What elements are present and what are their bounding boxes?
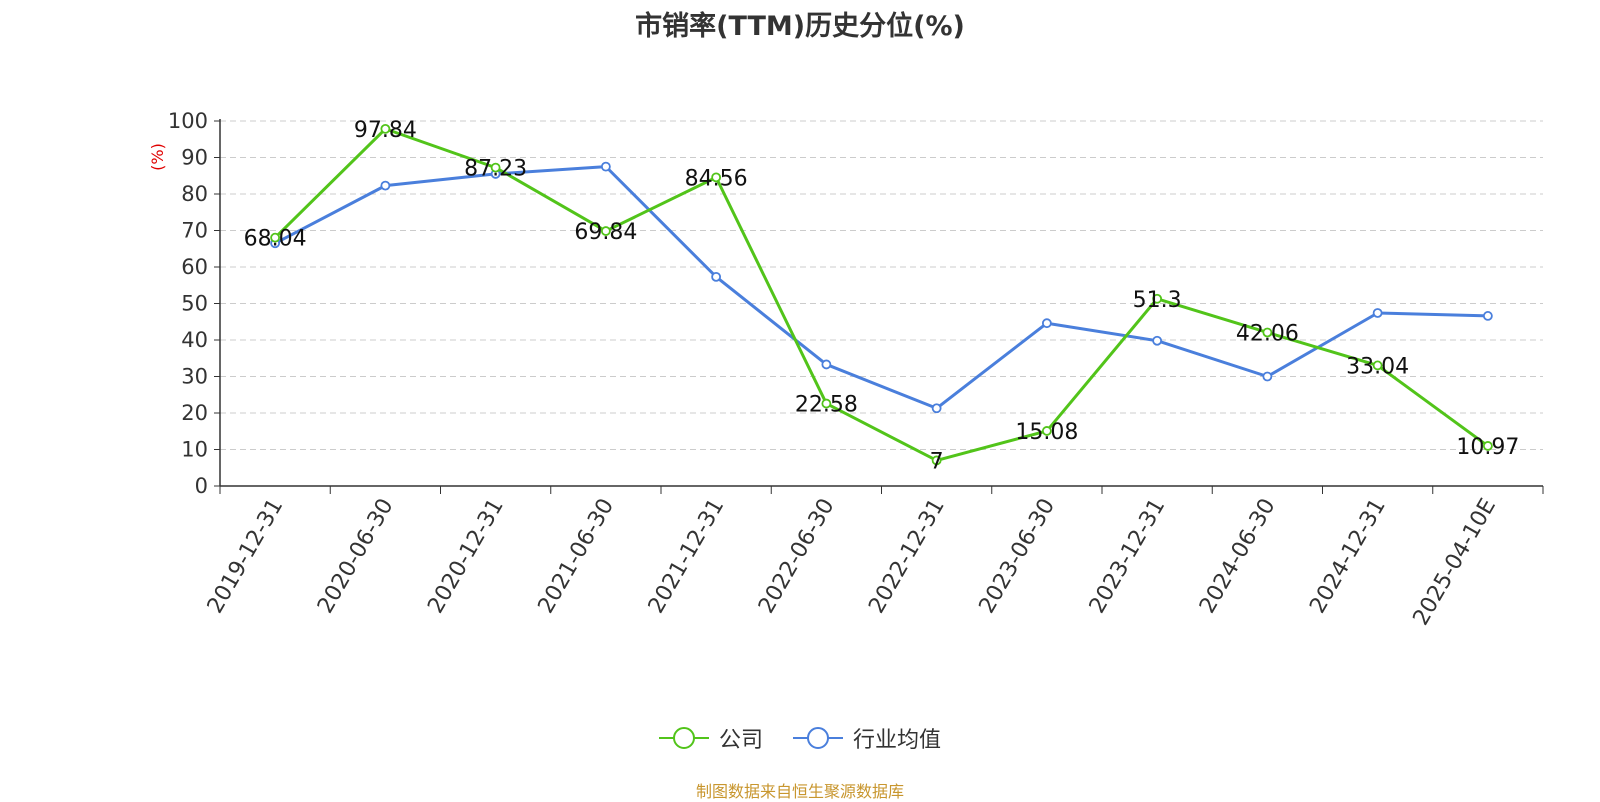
data-point-company bbox=[270, 232, 281, 243]
data-point-industry-average bbox=[1372, 308, 1383, 318]
y-tick-label: 30 bbox=[181, 365, 208, 389]
data-point-company bbox=[600, 226, 611, 236]
data-point-industry-average bbox=[1262, 371, 1273, 382]
data-label: 7 bbox=[930, 449, 944, 474]
data-point-industry-average bbox=[931, 403, 942, 414]
x-tick-label: 2021-12-31 bbox=[644, 495, 730, 618]
x-tick-label: 2023-06-30 bbox=[974, 495, 1060, 618]
legend-label-company: 公司 bbox=[718, 728, 763, 753]
data-label: 42.06 bbox=[1236, 321, 1299, 346]
y-tick-label: 50 bbox=[181, 292, 208, 316]
data-point-industry-average bbox=[600, 161, 611, 172]
legend-label-industry-average: 行业均值 bbox=[853, 728, 942, 753]
series-line-company bbox=[274, 127, 1489, 462]
data-label: 51.3 bbox=[1133, 288, 1182, 313]
data-label: 22.58 bbox=[795, 393, 858, 418]
legend-marker-company bbox=[658, 727, 709, 749]
x-tick-label: 2019-12-31 bbox=[203, 495, 289, 618]
legend: 公司 行业均值 bbox=[0, 722, 1600, 754]
y-tick-label: 60 bbox=[181, 255, 208, 279]
data-label: 84.56 bbox=[685, 166, 748, 191]
data-point-industry-average bbox=[711, 271, 722, 282]
data-point-industry-average bbox=[1482, 311, 1493, 321]
data-point-industry-average bbox=[1152, 335, 1163, 346]
x-tick-label: 2025-04-10E bbox=[1409, 495, 1502, 630]
data-point-company bbox=[711, 172, 722, 183]
data-point-company bbox=[1482, 441, 1493, 451]
data-point-company bbox=[931, 455, 942, 466]
chart-title: 市销率(TTM)历史分位(%) bbox=[635, 11, 965, 42]
x-tick-label: 2020-12-31 bbox=[423, 495, 509, 618]
data-label: 33.04 bbox=[1346, 354, 1409, 379]
y-tick-label: 40 bbox=[181, 328, 208, 352]
data-label: 10.97 bbox=[1456, 435, 1519, 460]
x-tick-label: 2024-12-31 bbox=[1305, 495, 1391, 618]
x-tick-label: 2020-06-30 bbox=[313, 495, 399, 618]
y-tick-label: 10 bbox=[181, 438, 208, 462]
data-point-company bbox=[490, 162, 501, 173]
source-note: 制图数据来自恒生聚源数据库 bbox=[695, 782, 904, 801]
data-point-company bbox=[380, 123, 391, 134]
x-tick-label: 2022-06-30 bbox=[754, 495, 840, 618]
data-point-company bbox=[1041, 426, 1052, 436]
data-point-industry-average bbox=[1041, 318, 1052, 329]
y-tick-label: 70 bbox=[181, 219, 208, 243]
data-point-company bbox=[1262, 327, 1273, 338]
y-tick-label: 100 bbox=[168, 109, 208, 133]
data-point-company bbox=[1152, 293, 1163, 304]
x-tick-label: 2024-06-30 bbox=[1195, 495, 1281, 618]
data-point-industry-average bbox=[380, 180, 391, 191]
legend-item-industry-average[interactable]: 行业均值 bbox=[793, 722, 941, 754]
x-tick-label: 2023-12-31 bbox=[1085, 495, 1171, 618]
data-label: 97.84 bbox=[354, 118, 417, 143]
data-label: 15.08 bbox=[1015, 420, 1078, 445]
x-tick-label: 2021-06-30 bbox=[533, 495, 619, 618]
series-line-industry-average bbox=[274, 165, 1488, 410]
data-label: 87.23 bbox=[464, 157, 527, 182]
y-axis-label: (%) bbox=[148, 143, 167, 171]
data-label: 69.84 bbox=[574, 220, 637, 245]
data-point-company bbox=[1372, 360, 1383, 371]
data-point-industry-average bbox=[821, 359, 832, 370]
y-tick-label: 80 bbox=[181, 182, 208, 206]
y-tick-label: 0 bbox=[195, 474, 208, 498]
y-tick-label: 20 bbox=[181, 401, 208, 425]
y-tick-label: 90 bbox=[181, 146, 208, 170]
data-label: 68.04 bbox=[244, 227, 307, 252]
x-tick-label: 2022-12-31 bbox=[864, 495, 950, 618]
data-point-company bbox=[821, 398, 832, 409]
legend-marker-industry-average bbox=[793, 727, 843, 749]
legend-item-company[interactable]: 公司 bbox=[658, 722, 763, 754]
